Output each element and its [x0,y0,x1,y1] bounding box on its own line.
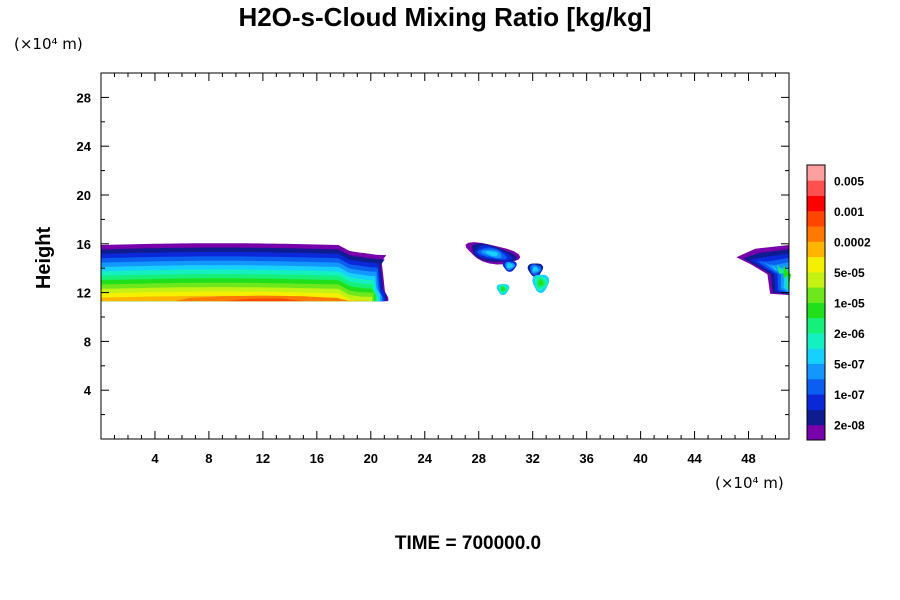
cloud-patch [507,263,513,269]
x-tick-label: 40 [633,451,647,466]
y-tick-label: 24 [77,139,92,154]
cloud-patch [783,265,791,291]
colorbar: 2e-08 1e-07 5e-07 2e-06 1e-05 5e-05 0.0002 0.00… [806,164,871,441]
x-tick-label: 16 [310,451,324,466]
colorbar-swatch [807,287,825,303]
colorbar-swatch [807,378,825,395]
colorbar-swatch [807,195,825,212]
y-axis-label: Height [33,227,55,290]
colorbar-swatch [807,394,825,410]
y-tick-label: 28 [77,90,91,105]
x-tick-label: 32 [525,451,539,466]
colorbar-label: 1e-05 [834,297,865,311]
chart-title: H2O-s-Cloud Mixing Ratio [kg/kg] [238,2,651,32]
colorbar-frame [806,164,826,441]
x-tick-label: 36 [579,451,593,466]
colorbar-label: 5e-07 [834,358,865,372]
colorbar-label: 2e-06 [834,327,865,341]
cloud-patch [500,286,506,291]
colorbar-swatch [807,424,825,441]
colorbar-swatch [807,317,825,334]
y-axis: 4 8 12 16 20 24 28 [77,90,789,416]
y-tick-label: 4 [84,383,92,398]
x-tick-label: 4 [151,451,159,466]
y-axis-unit: (×10⁴ m) [14,35,83,53]
colorbar-swatch [807,226,825,242]
colorbar-swatch [807,210,825,227]
cloud-core-band [225,298,304,302]
colorbar-label: 2e-08 [834,419,865,433]
x-tick-label: 12 [256,451,270,466]
colorbar-swatch [807,256,825,273]
colorbar-swatch [807,363,825,380]
colorbar-swatch [807,271,825,288]
colorbar-label: 5e-05 [834,266,865,280]
colorbar-label: 0.001 [834,205,864,219]
y-tick-label: 16 [77,237,91,252]
y-tick-label: 20 [77,188,91,203]
cloud-patch [538,279,544,286]
x-tick-label: 20 [364,451,378,466]
colorbar-swatch [807,409,825,426]
contour-fill [101,242,791,302]
x-tick-label: 24 [418,451,433,466]
time-label: TIME = 700000.0 [395,533,541,554]
y-tick-label: 12 [77,286,91,301]
colorbar-swatch [807,302,825,319]
y-tick-label: 8 [84,334,91,349]
colorbar-swatch [807,348,825,365]
x-axis: 4 8 12 16 20 24 28 32 36 40 44 48 [113,73,777,466]
cloud-patch [485,251,498,257]
x-axis-unit: (×10⁴ m) [715,474,784,492]
colorbar-label: 0.005 [834,174,864,188]
cloud-patch [776,264,789,292]
x-tick-label: 48 [741,451,755,466]
colorbar-swatch [807,333,825,349]
colorbar-swatch [807,165,825,181]
x-tick-label: 44 [687,451,702,466]
cloud-patch [532,266,538,272]
x-tick-label: 8 [205,451,212,466]
colorbar-label: 0.0002 [834,235,871,249]
x-tick-label: 28 [471,451,485,466]
colorbar-swatch [807,241,825,258]
cloud-core-band [175,295,351,302]
colorbar-swatch [807,180,825,196]
plot-frame [100,72,790,440]
colorbar-label: 1e-07 [834,388,865,402]
